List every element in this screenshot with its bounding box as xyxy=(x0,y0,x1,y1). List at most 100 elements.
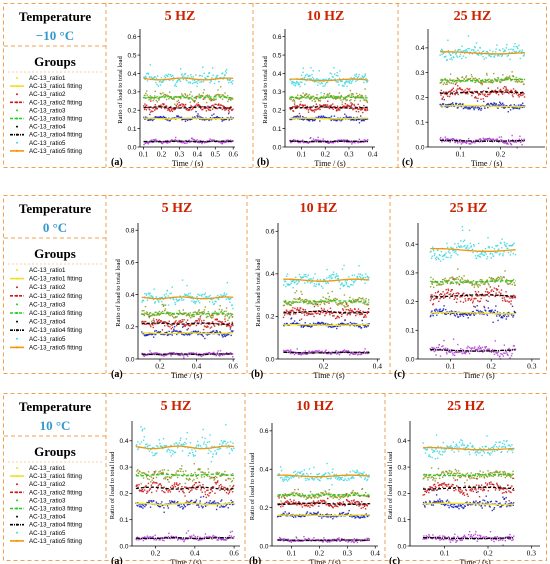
data-point xyxy=(507,295,510,298)
data-point xyxy=(475,81,477,83)
fitting-line xyxy=(289,106,368,109)
data-point xyxy=(319,120,321,122)
data-point xyxy=(366,108,368,110)
data-point xyxy=(221,94,224,96)
data-point xyxy=(344,280,347,282)
data-point xyxy=(499,295,501,297)
data-point xyxy=(449,90,451,93)
data-point xyxy=(498,91,500,93)
data-point xyxy=(489,253,491,255)
data-point xyxy=(146,445,149,448)
data-point xyxy=(312,300,315,302)
data-point xyxy=(302,309,305,311)
fitting-line xyxy=(283,351,370,354)
data-point xyxy=(478,283,480,286)
data-point xyxy=(457,78,460,80)
data-point xyxy=(194,353,196,355)
data-point xyxy=(479,310,482,312)
data-point xyxy=(283,311,285,313)
data-point xyxy=(459,139,462,141)
data-point xyxy=(478,138,481,140)
data-point xyxy=(222,312,224,314)
data-point xyxy=(208,440,211,443)
data-point xyxy=(498,276,500,279)
data-point xyxy=(146,443,148,445)
data-point xyxy=(335,273,338,275)
data-point xyxy=(366,118,369,120)
data-point xyxy=(364,73,367,75)
data-point xyxy=(348,276,350,278)
x-axis-label: Time / (s) xyxy=(313,371,345,380)
data-points xyxy=(135,423,235,543)
data-point xyxy=(432,246,434,248)
data-point xyxy=(449,73,452,75)
data-point xyxy=(458,245,460,247)
data-point xyxy=(366,100,368,102)
data-point xyxy=(149,109,151,111)
data-point xyxy=(470,106,472,109)
data-point xyxy=(342,301,344,304)
data-point xyxy=(459,102,461,105)
data-point xyxy=(445,313,448,315)
data-point xyxy=(345,81,347,84)
data-point xyxy=(283,304,286,306)
data-point xyxy=(345,99,347,102)
data-point xyxy=(501,278,503,281)
data-point xyxy=(476,107,478,109)
data-point xyxy=(494,51,497,53)
data-point xyxy=(436,256,438,258)
data-point xyxy=(451,350,453,352)
data-point xyxy=(189,82,192,84)
data-point xyxy=(154,352,157,354)
data-point xyxy=(479,47,481,49)
data-point xyxy=(135,444,137,447)
data-point xyxy=(474,107,476,109)
data-point xyxy=(466,90,468,93)
data-point xyxy=(146,293,148,295)
data-point xyxy=(344,350,347,352)
data-point xyxy=(521,102,524,105)
data-point xyxy=(312,277,315,279)
data-point xyxy=(514,284,516,286)
data-point xyxy=(315,139,317,141)
data-point xyxy=(434,292,437,294)
data-point xyxy=(457,142,459,144)
data-point xyxy=(511,71,513,73)
data-point xyxy=(291,309,293,311)
data-point xyxy=(508,51,511,54)
data-point xyxy=(298,280,300,283)
data-point xyxy=(364,74,366,77)
data-point xyxy=(314,108,316,111)
data-point xyxy=(494,54,496,56)
data-point xyxy=(471,92,474,95)
data-point xyxy=(460,81,462,83)
data-point xyxy=(146,72,148,75)
data-point xyxy=(141,331,143,333)
data-point xyxy=(163,355,165,357)
data-point xyxy=(208,71,211,74)
data-point xyxy=(289,283,291,286)
data-point xyxy=(310,350,313,353)
data-point xyxy=(213,139,216,142)
data-point xyxy=(324,140,326,142)
data-point xyxy=(352,284,354,286)
data-point xyxy=(215,453,217,455)
data-point xyxy=(346,285,349,288)
data-point xyxy=(515,76,517,79)
data-point xyxy=(485,72,488,75)
data-point xyxy=(293,84,295,86)
data-point xyxy=(342,322,344,325)
data-point xyxy=(284,281,286,283)
data-point xyxy=(331,323,333,325)
data-point xyxy=(364,118,367,121)
data-point xyxy=(290,304,292,307)
data-point xyxy=(225,307,228,309)
data-point xyxy=(486,255,489,258)
data-point xyxy=(227,107,229,110)
data-point xyxy=(450,103,452,105)
data-point xyxy=(361,277,364,280)
data-point xyxy=(185,312,187,314)
data-point xyxy=(231,315,234,318)
data-point xyxy=(182,118,184,120)
data-point xyxy=(486,95,489,98)
